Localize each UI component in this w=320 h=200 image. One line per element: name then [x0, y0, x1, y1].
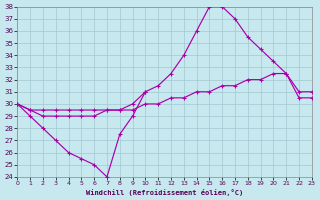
X-axis label: Windchill (Refroidissement éolien,°C): Windchill (Refroidissement éolien,°C) — [86, 189, 243, 196]
